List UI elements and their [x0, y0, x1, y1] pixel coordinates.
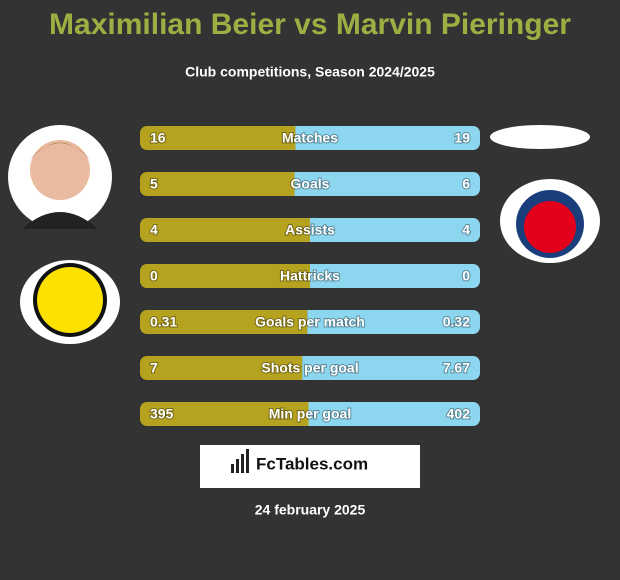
placeholder-badge [490, 125, 590, 149]
club-logo-right [500, 179, 600, 263]
stat-label: Hattricks [280, 268, 340, 284]
bar-left [140, 310, 308, 334]
stat-row [140, 356, 480, 380]
value-right: 0.32 [443, 314, 470, 330]
player-photo [8, 125, 112, 229]
club-logo-left [20, 260, 120, 344]
value-left: 0.31 [150, 314, 177, 330]
bar-right [310, 264, 480, 288]
stat-label: Assists [285, 222, 335, 238]
stat-row [140, 310, 480, 334]
value-right: 0 [462, 268, 470, 284]
bar-right [302, 356, 480, 380]
value-right: 6 [462, 176, 470, 192]
value-right: 19 [454, 130, 470, 146]
bar-left [140, 126, 296, 150]
value-right: 402 [447, 406, 471, 422]
bar-right [307, 310, 480, 334]
value-right: 7.67 [443, 360, 470, 376]
stat-row [140, 402, 480, 426]
value-left: 16 [150, 130, 166, 146]
stat-label: Shots per goal [261, 360, 358, 376]
value-left: 0 [150, 268, 158, 284]
bar-left [140, 402, 309, 426]
stat-label: Goals per match [255, 314, 365, 330]
brand-name: FcTables.com [256, 454, 368, 473]
bar-left [140, 356, 303, 380]
value-left: 395 [150, 406, 174, 422]
brand-box: FcTables.com [200, 445, 420, 488]
stat-label: Goals [291, 176, 330, 192]
stat-row [140, 218, 480, 242]
bar-left [140, 264, 310, 288]
bar-right [294, 172, 480, 196]
bar-right [295, 126, 480, 150]
bar-left [140, 218, 310, 242]
stat-label: Min per goal [269, 406, 351, 422]
bar-left [140, 172, 295, 196]
date: 24 february 2025 [255, 502, 366, 518]
stat-row [140, 126, 480, 150]
chart-title: Maximilian Beier vs Marvin Pieringer [49, 8, 571, 41]
chart-subtitle: Club competitions, Season 2024/2025 [185, 64, 435, 80]
stat-row [140, 172, 480, 196]
stat-row [140, 264, 480, 288]
value-left: 5 [150, 176, 158, 192]
value-right: 4 [462, 222, 470, 238]
bar-right [308, 402, 480, 426]
value-left: 7 [150, 360, 158, 376]
bar-right [310, 218, 480, 242]
stat-label: Matches [282, 130, 338, 146]
value-left: 4 [150, 222, 158, 238]
